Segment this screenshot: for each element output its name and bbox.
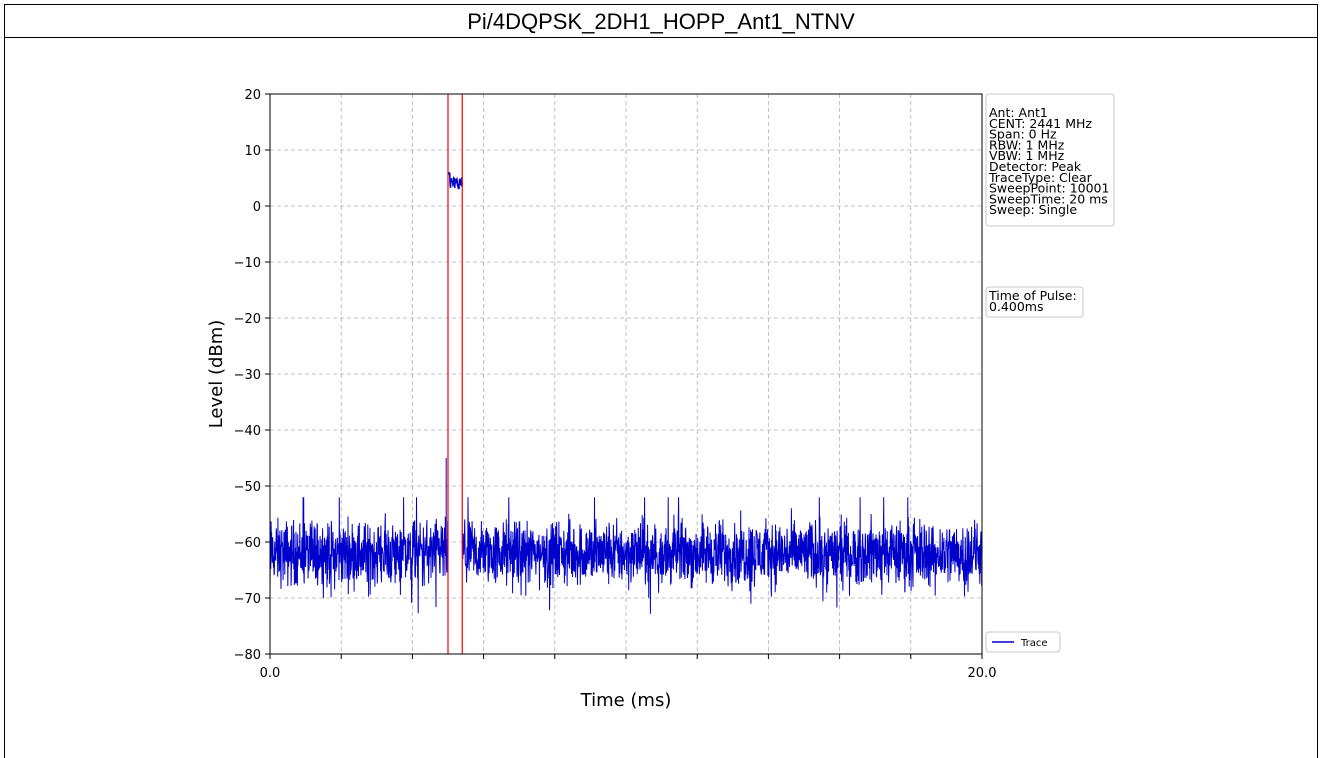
- y-tick-label: 10: [244, 144, 261, 159]
- trace-series-line: [269, 458, 983, 614]
- y-tick-label: −80: [234, 648, 261, 663]
- info-box-line: SweepTime: 20 ms: [989, 191, 1108, 206]
- figure-frame: Pi/4DQPSK_2DH1_HOPP_Ant1_NTNV: [4, 4, 1318, 758]
- grid-layer: [270, 94, 982, 654]
- y-tick-label: −40: [234, 424, 261, 439]
- pulse-box-line: Time of Pulse:: [988, 288, 1077, 303]
- y-tick-label: −60: [234, 536, 261, 551]
- y-tick-label: −20: [234, 312, 261, 327]
- x-tick-label: 20.0: [968, 666, 997, 681]
- y-tick-label: −10: [234, 256, 261, 271]
- info-box-line: RBW: 1 MHz: [989, 137, 1065, 152]
- chart-title: Pi/4DQPSK_2DH1_HOPP_Ant1_NTNV: [5, 5, 1317, 38]
- info-box-line: TraceType: Clear: [988, 170, 1093, 185]
- axis-layer: 20 10 0 −10 −20 −30 −40 −50 −60 −70 −80 0.0 20.0: [234, 88, 997, 681]
- legend-frame: [985, 631, 1061, 653]
- pulse-box-frame: [985, 286, 1084, 318]
- y-tick-label: 20: [244, 88, 261, 103]
- y-tick-label: −50: [234, 480, 261, 495]
- y-tick-label: 0: [253, 200, 261, 215]
- legend-label: Trace: [1020, 638, 1048, 649]
- y-tick-label: −30: [234, 368, 261, 383]
- x-axis-label: Time (ms): [580, 690, 672, 711]
- marker-layer: [447, 94, 463, 654]
- info-box-line: SweepPoint: 10001: [989, 181, 1109, 196]
- time-of-pulse-box: Time of Pulse: 0.400ms: [985, 286, 1084, 318]
- x-tick-label: 0.0: [260, 666, 281, 681]
- info-box-line: Span: 0 Hz: [989, 127, 1057, 142]
- info-box-frame: [985, 93, 1115, 227]
- trace-pulse-segment: [447, 171, 463, 190]
- y-tick-label: −70: [234, 592, 261, 607]
- info-box-line: Sweep: Single: [989, 202, 1077, 217]
- info-box-line: Ant: Ant1: [989, 105, 1048, 120]
- info-box-line: Detector: Peak: [989, 159, 1082, 174]
- info-box-line: CENT: 2441 MHz: [989, 116, 1092, 131]
- pulse-box-line: 0.400ms: [989, 299, 1043, 314]
- info-box-line: VBW: 1 MHz: [989, 148, 1065, 163]
- trace-layer: [269, 171, 983, 614]
- legend: Trace: [985, 631, 1061, 653]
- y-axis-label: Level (dBm): [206, 320, 227, 429]
